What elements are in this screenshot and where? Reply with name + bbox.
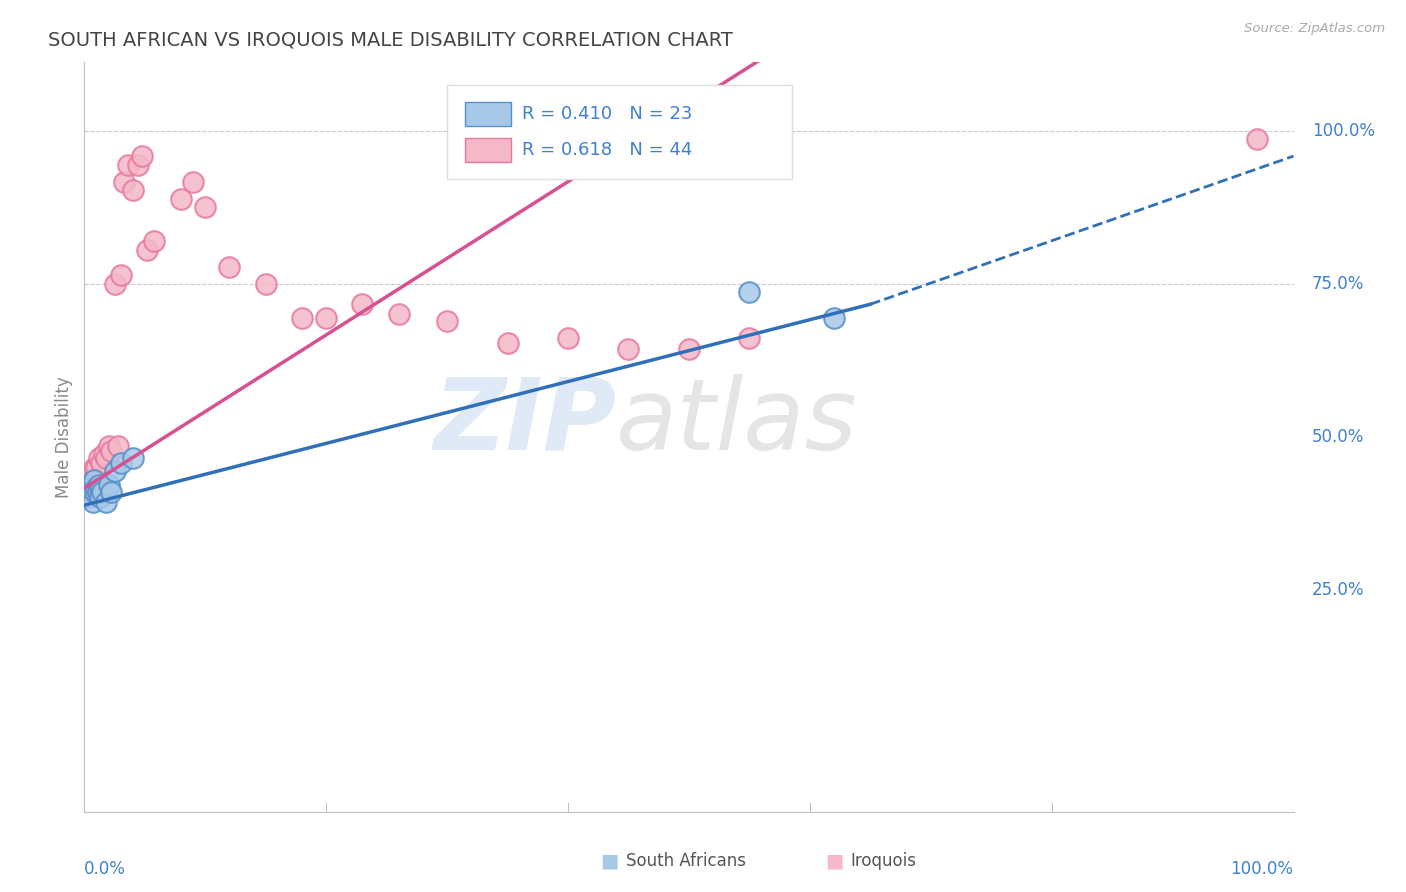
Text: 25.0%: 25.0% — [1312, 582, 1364, 599]
Point — [170, 192, 193, 206]
Point — [100, 443, 122, 458]
Text: Source: ZipAtlas.com: Source: ZipAtlas.com — [1244, 22, 1385, 36]
Point — [90, 481, 112, 495]
Point — [121, 183, 143, 197]
Point — [76, 484, 98, 499]
Point — [738, 285, 761, 300]
Point — [80, 484, 103, 499]
Point — [77, 490, 100, 504]
Text: SOUTH AFRICAN VS IROQUOIS MALE DISABILITY CORRELATION CHART: SOUTH AFRICAN VS IROQUOIS MALE DISABILIT… — [48, 30, 733, 50]
Point — [107, 439, 129, 453]
Text: South Africans: South Africans — [626, 852, 745, 870]
Y-axis label: Male Disability: Male Disability — [55, 376, 73, 498]
Point — [87, 450, 110, 465]
Point — [76, 477, 98, 491]
Point — [131, 149, 153, 163]
Point — [82, 495, 104, 509]
Point — [557, 331, 579, 345]
Point — [87, 477, 110, 491]
Point — [117, 158, 139, 172]
Point — [75, 490, 97, 504]
Point — [77, 477, 100, 491]
Point — [79, 473, 101, 487]
Point — [86, 481, 108, 495]
Point — [84, 484, 107, 499]
Point — [75, 484, 97, 499]
Point — [86, 460, 108, 475]
Text: R = 0.410   N = 23: R = 0.410 N = 23 — [522, 105, 692, 123]
Point — [110, 268, 132, 283]
Point — [738, 331, 761, 345]
Text: Iroquois: Iroquois — [851, 852, 917, 870]
Point — [83, 473, 105, 487]
Point — [136, 243, 159, 257]
Point — [823, 310, 845, 325]
Point — [97, 439, 120, 453]
Text: ZIP: ZIP — [433, 374, 616, 471]
Point — [89, 490, 111, 504]
Point — [93, 447, 115, 461]
Point — [112, 175, 135, 189]
Point — [110, 456, 132, 470]
Point — [77, 484, 100, 499]
Point — [80, 467, 103, 482]
Point — [100, 484, 122, 499]
Point — [104, 277, 127, 291]
Text: atlas: atlas — [616, 374, 858, 471]
Text: 50.0%: 50.0% — [1312, 428, 1364, 446]
Point — [77, 473, 100, 487]
Bar — [465, 138, 512, 162]
Point — [194, 200, 217, 214]
Point — [121, 450, 143, 465]
Point — [127, 158, 149, 172]
Bar — [465, 103, 512, 126]
Point — [496, 336, 519, 351]
Point — [1246, 132, 1268, 146]
Point — [436, 314, 458, 328]
Point — [388, 308, 411, 322]
Point — [94, 450, 117, 465]
Point — [181, 175, 204, 189]
Point — [90, 456, 112, 470]
Point — [79, 481, 101, 495]
Point — [84, 473, 107, 487]
Point — [152, 29, 174, 44]
Point — [86, 484, 108, 499]
Point — [97, 477, 120, 491]
FancyBboxPatch shape — [447, 85, 792, 178]
Point — [91, 484, 114, 499]
Text: 100.0%: 100.0% — [1312, 121, 1375, 139]
Point — [352, 297, 374, 311]
Point — [82, 481, 104, 495]
Text: 100.0%: 100.0% — [1230, 861, 1294, 879]
Point — [160, 29, 183, 44]
Point — [254, 277, 277, 291]
Point — [218, 260, 240, 274]
Point — [617, 342, 640, 356]
Text: 75.0%: 75.0% — [1312, 275, 1364, 293]
Point — [94, 495, 117, 509]
Text: ■: ■ — [825, 851, 844, 871]
Point — [83, 460, 105, 475]
Text: 0.0%: 0.0% — [84, 861, 127, 879]
Point — [315, 310, 337, 325]
Point — [291, 310, 314, 325]
Point — [678, 342, 700, 356]
Text: R = 0.618   N = 44: R = 0.618 N = 44 — [522, 141, 692, 159]
Point — [104, 464, 127, 478]
Point — [143, 234, 166, 248]
Text: ■: ■ — [600, 851, 619, 871]
